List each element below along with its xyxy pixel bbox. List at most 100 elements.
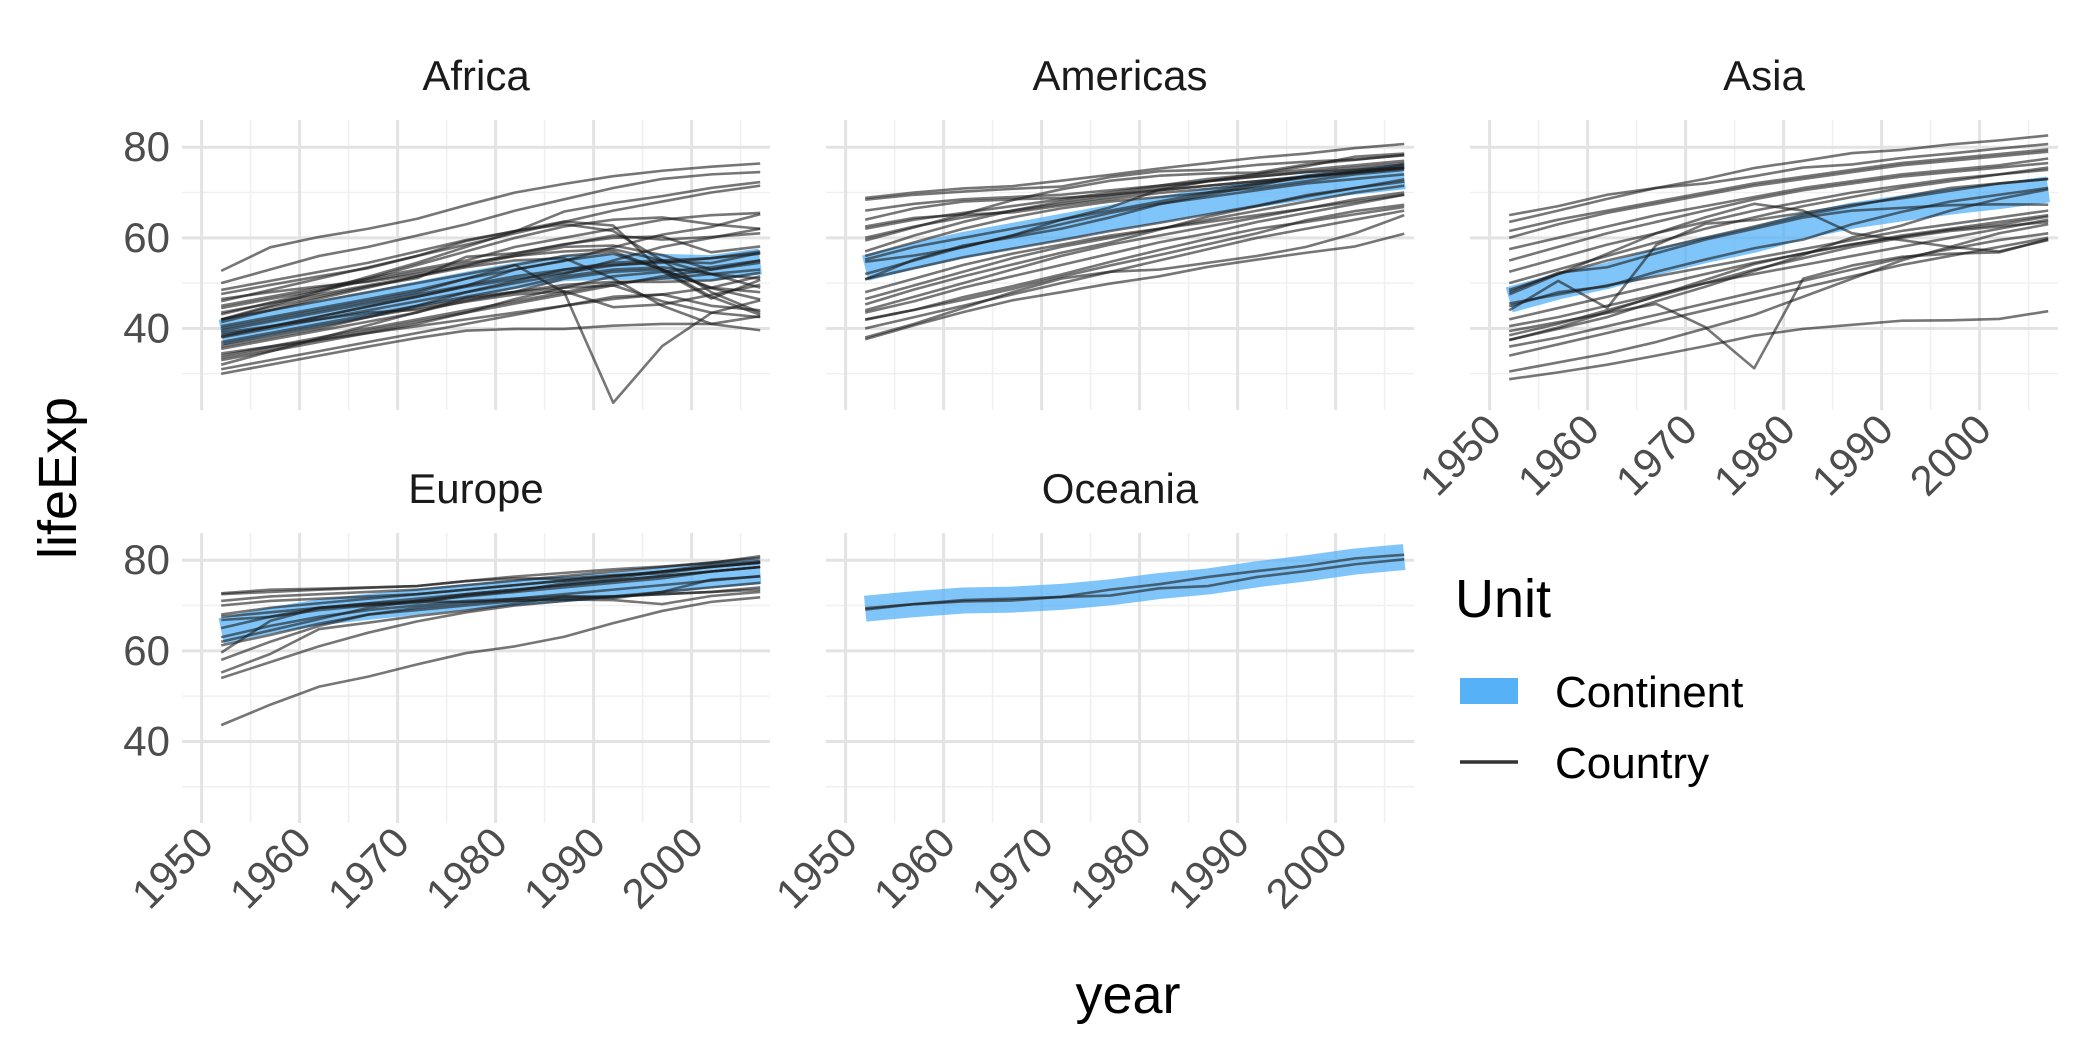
country-line xyxy=(1508,218,2049,328)
country-line xyxy=(1508,231,2049,348)
country-line xyxy=(220,314,761,376)
country-line xyxy=(864,178,1405,306)
country-line xyxy=(220,565,761,644)
country-line xyxy=(220,227,761,339)
x-tick-label: 1950 xyxy=(767,818,866,917)
x-tick-label: 1970 xyxy=(1607,405,1706,504)
country-line xyxy=(220,212,761,337)
country-line xyxy=(864,193,1405,301)
country-line xyxy=(1508,202,2049,294)
y-tick-label: 60 xyxy=(123,627,170,674)
panels-layer: Africa 40 60 80 Americas Asia1950196019701980… xyxy=(123,52,2058,917)
x-tick-label: 1960 xyxy=(221,818,320,917)
gridlines xyxy=(1470,120,2058,410)
country-line xyxy=(220,250,761,330)
country-lines-europe xyxy=(220,554,761,727)
x-tick-label: 1980 xyxy=(1705,405,1804,504)
country-line xyxy=(220,216,761,321)
y-tick-label: 80 xyxy=(123,123,170,170)
country-line xyxy=(1508,148,2049,233)
country-line xyxy=(1508,222,2049,373)
legend-key-continent xyxy=(1460,678,1518,704)
legend-title: Unit xyxy=(1455,569,1551,629)
country-lines-asia xyxy=(1508,134,2049,381)
country-line xyxy=(220,565,761,630)
y-tick-label: 40 xyxy=(123,304,170,351)
country-line xyxy=(220,284,761,346)
country-line xyxy=(1508,150,2049,240)
country-line xyxy=(864,164,1405,240)
country-line xyxy=(220,268,761,357)
panel-africa: Africa 40 60 80 xyxy=(123,52,770,410)
country-line xyxy=(865,142,1405,200)
country-line xyxy=(864,232,1405,341)
x-tick-label: 1950 xyxy=(1411,405,1510,504)
country-line xyxy=(1508,177,2049,312)
country-line xyxy=(220,596,761,727)
legend-label-continent: Continent xyxy=(1555,668,1743,717)
country-line xyxy=(221,556,761,603)
x-tick-label: 2000 xyxy=(1257,818,1356,917)
x-tick-label: 1960 xyxy=(865,818,964,917)
country-line xyxy=(865,154,1405,202)
x-tick-label: 1990 xyxy=(1159,818,1258,917)
country-line xyxy=(220,256,761,332)
country-line xyxy=(220,247,761,310)
y-tick-label: 40 xyxy=(123,717,170,764)
country-line xyxy=(1508,177,2049,292)
country-line xyxy=(220,170,761,285)
country-line xyxy=(1508,142,2049,217)
x-tick-label: 1970 xyxy=(319,818,418,917)
country-line xyxy=(865,557,1405,610)
x-tick-label: 1990 xyxy=(1803,405,1902,504)
country-line xyxy=(220,588,761,662)
country-line xyxy=(220,293,761,371)
country-line xyxy=(1508,168,2049,285)
legend-label-country: Country xyxy=(1555,739,1709,788)
country-line xyxy=(864,173,1405,276)
strip-label-africa: Africa xyxy=(422,52,530,99)
country-line xyxy=(1508,220,2049,337)
y-tick-label: 80 xyxy=(123,536,170,583)
country-line xyxy=(220,252,761,328)
panel-americas: Americas xyxy=(826,52,1414,410)
country-lines-americas xyxy=(864,142,1405,341)
country-line xyxy=(864,213,1405,339)
country-line xyxy=(864,205,1405,321)
country-line xyxy=(1508,236,2049,357)
country-line xyxy=(221,561,761,596)
country-line xyxy=(220,222,761,314)
x-tick-label: 1970 xyxy=(963,818,1062,917)
country-line xyxy=(220,162,761,273)
country-line xyxy=(864,153,1405,242)
country-line xyxy=(1508,166,2049,274)
country-line xyxy=(220,184,761,303)
strip-label-oceania: Oceania xyxy=(1042,465,1199,512)
country-line xyxy=(220,263,761,405)
country-line xyxy=(221,561,761,607)
country-line xyxy=(1508,134,2049,224)
country-lines-oceania xyxy=(865,553,1405,611)
country-lines-africa xyxy=(220,162,761,405)
country-line xyxy=(864,193,1405,314)
x-tick-label: 1990 xyxy=(515,818,614,917)
country-line xyxy=(220,265,761,344)
country-line xyxy=(1508,209,2049,305)
x-tick-label: 1960 xyxy=(1509,405,1608,504)
strip-label-europe: Europe xyxy=(408,465,543,512)
x-tick-label: 2000 xyxy=(1901,405,2000,504)
legend: Unit Continent Country xyxy=(1455,569,1743,788)
y-axis-title: lifeExp xyxy=(28,397,88,559)
x-tick-label: 1950 xyxy=(123,818,222,917)
x-axis-title: year xyxy=(1075,965,1180,1025)
country-line xyxy=(221,244,761,301)
country-line xyxy=(220,581,761,680)
x-tick-label: 1980 xyxy=(1061,818,1160,917)
country-line xyxy=(864,209,1405,330)
y-tick-label: 60 xyxy=(123,214,170,261)
